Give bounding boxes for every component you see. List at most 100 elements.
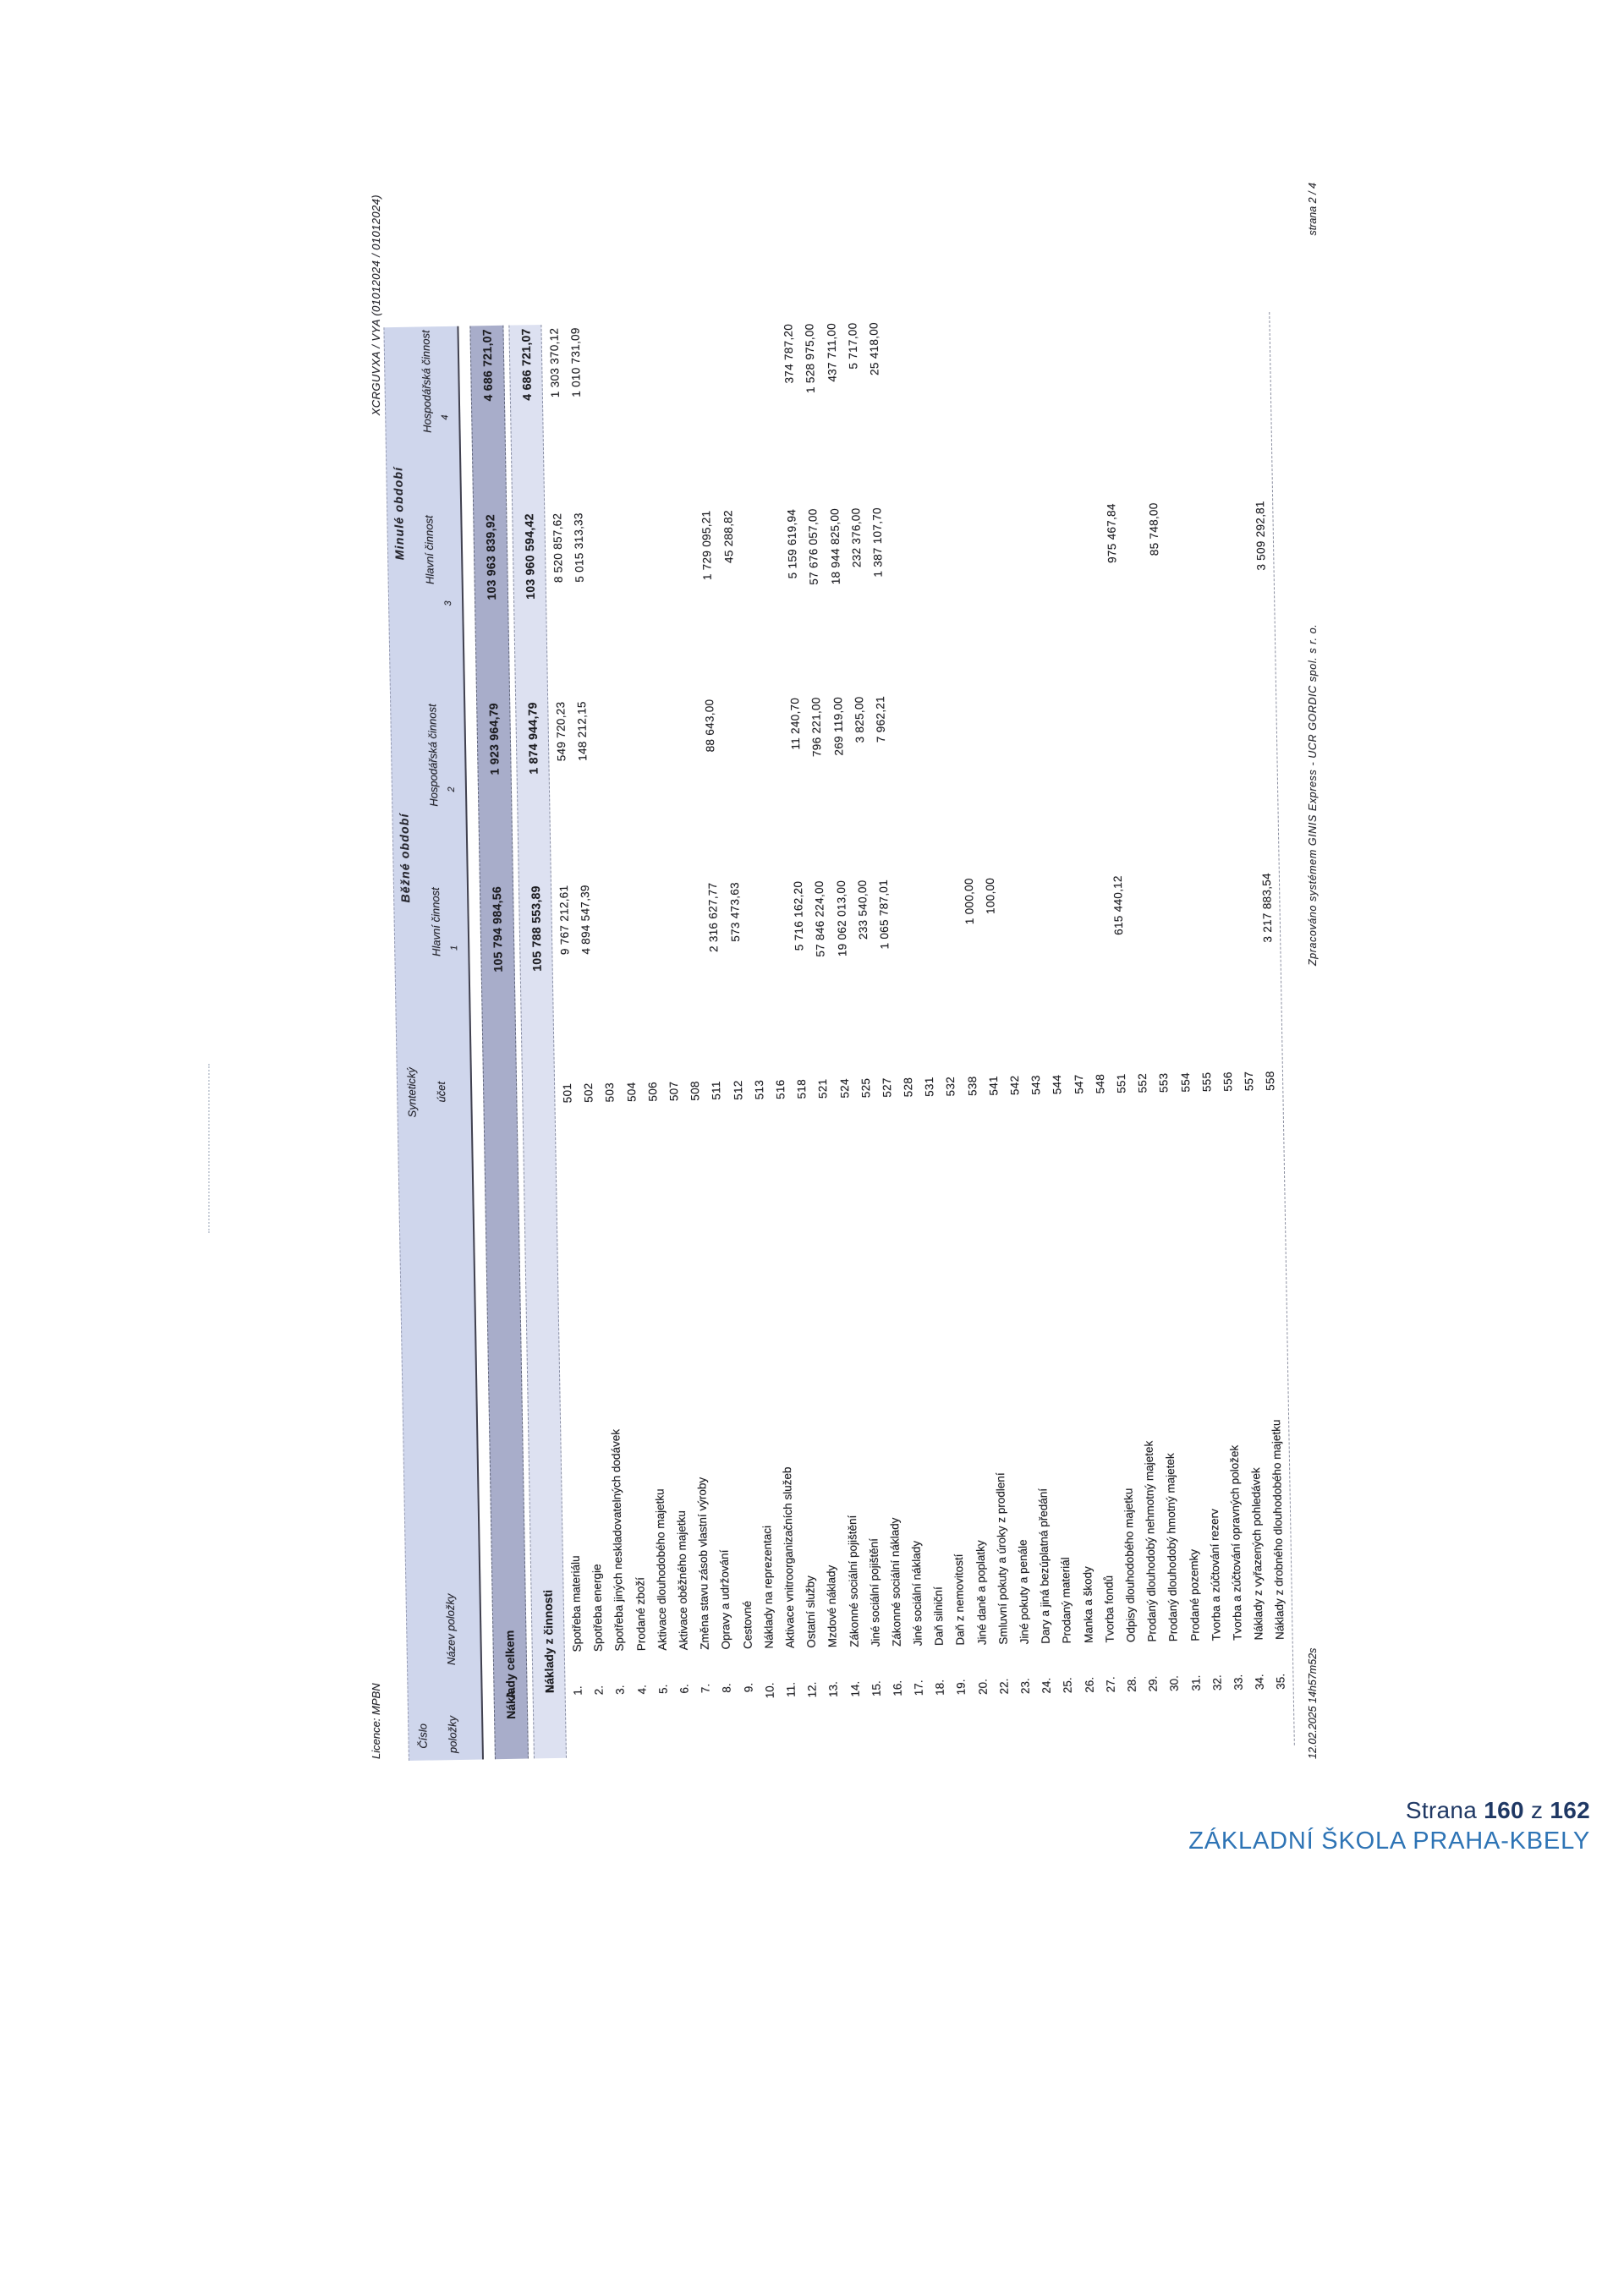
cell-value-previous-main: 8 520 857,62 <box>551 512 565 584</box>
cell-account-number: 541 <box>986 1075 1001 1096</box>
cell-value-previous-main <box>1089 497 1093 688</box>
cell-item-name: Náklady celkem <box>502 1630 518 1720</box>
cell-value-previous-econ <box>980 317 984 499</box>
cell-value-current-main <box>1075 869 1078 1005</box>
cell-account-number: 518 <box>795 1078 809 1099</box>
cell-item-number: 33. <box>1232 1674 1245 1690</box>
cell-value-previous-main <box>1196 496 1199 686</box>
cell-account-number: 511 <box>710 1081 723 1100</box>
cell-value-previous-main <box>1068 497 1072 688</box>
cell-item-number: 30. <box>1167 1675 1182 1692</box>
cell-value-current-econ: 148 212,15 <box>575 701 590 761</box>
cell-item-number: 27. <box>1104 1676 1117 1693</box>
cell-value-previous-econ <box>703 322 706 504</box>
cell-value-current-econ <box>752 693 755 875</box>
cell-value-current-econ <box>1093 688 1096 869</box>
cell-value-previous-main: 85 748,00 <box>1147 502 1161 556</box>
cell-value-current-main: 105 794 984,56 <box>489 885 505 973</box>
cell-value-current-econ: 7 962,21 <box>874 695 887 743</box>
cell-account-number: 556 <box>1221 1071 1235 1092</box>
cell-value-previous-econ: 1 010 731,09 <box>568 327 584 397</box>
scan-artifact-line <box>208 1064 210 1233</box>
cell-account-number: 506 <box>645 1081 660 1102</box>
cell-item-number: 19. <box>954 1679 968 1696</box>
cell-value-current-main <box>1054 870 1056 1006</box>
cell-value-current-main <box>692 876 694 1011</box>
cell-value-current-econ: 3 825,00 <box>852 696 866 743</box>
cell-value-previous-econ <box>937 318 941 500</box>
cell-value-current-econ: 269 119,00 <box>831 696 845 756</box>
cell-value-current-main: 1 065 787,01 <box>876 879 892 950</box>
cell-value-current-econ: 796 221,00 <box>809 697 824 758</box>
cell-value-previous-econ <box>958 317 962 499</box>
cell-value-previous-main <box>771 502 774 693</box>
cell-item-number: 6. <box>678 1684 691 1694</box>
cell-value-previous-main <box>1217 495 1221 685</box>
cell-account-number: 513 <box>752 1079 766 1100</box>
cell-item-number: 15. <box>870 1680 883 1697</box>
cell-value-previous-main <box>600 506 603 696</box>
cell-value-current-main: 105 788 553,89 <box>528 885 544 972</box>
organization-name: ZÁKLADNÍ ŠKOLA PRAHA-KBELY <box>1188 1827 1590 1855</box>
cell-value-current-econ <box>1157 686 1160 868</box>
cell-value-previous-econ <box>1257 312 1260 494</box>
header-hlavni-cinnost-1: Hlavní činnost <box>428 887 443 957</box>
cell-account-number <box>537 1014 540 1141</box>
cell-value-current-main <box>1032 870 1034 1006</box>
cell-value-current-main <box>670 876 672 1011</box>
cell-value-current-main: 615 440,12 <box>1111 875 1126 935</box>
cell-value-previous-main: 5 159 619,94 <box>785 508 799 579</box>
cell-value-current-main: 2 316 627,77 <box>706 882 721 953</box>
cell-value-previous-econ: 25 418,00 <box>867 322 881 376</box>
cell-value-current-main: 100,00 <box>983 877 997 915</box>
rotated-scan-sheet: Licence: MPBN XCRGUVXA / VYA (01012024 /… <box>370 183 1342 1761</box>
page-number: 160 <box>1484 1797 1524 1823</box>
cell-value-previous-econ <box>1193 314 1196 496</box>
cell-value-previous-econ: 4 686 721,07 <box>518 328 534 401</box>
cell-value-previous-main <box>664 505 667 695</box>
cell-value-previous-main <box>685 504 689 694</box>
cell-value-current-econ <box>689 694 692 876</box>
header-col-num-3: 3 <box>443 600 454 606</box>
cell-item-number: 32. <box>1210 1674 1224 1691</box>
cell-value-current-econ <box>1029 688 1033 870</box>
cell-value-previous-econ <box>1044 316 1047 498</box>
cell-value-previous-econ <box>682 322 685 504</box>
cell-account-number: 512 <box>731 1080 745 1100</box>
page-counter: Strana 160 z 162 <box>1188 1797 1590 1824</box>
cell-item-number: 3. <box>613 1685 628 1696</box>
cell-item-number: 22. <box>997 1678 1011 1695</box>
cell-value-current-main <box>776 874 779 1010</box>
header-hlavni-cinnost-3: Hlavní činnost <box>422 515 436 585</box>
cell-item-number: 11. <box>784 1681 798 1697</box>
cell-item-number: 9. <box>742 1682 755 1693</box>
cell-item-number: 35. <box>1274 1673 1287 1690</box>
report-table: Číslo položky Název položky Syntetický ú… <box>383 311 1296 1761</box>
cell-item-number: 24. <box>1040 1677 1053 1694</box>
header-nazev: Název položky <box>443 1593 458 1666</box>
cell-value-current-main: 233 540,00 <box>855 879 870 940</box>
cell-account-number: 543 <box>1029 1075 1043 1095</box>
cell-value-previous-main <box>1239 495 1243 685</box>
cell-item-number: 8. <box>720 1683 734 1693</box>
cell-value-current-econ <box>1051 688 1054 870</box>
cell-value-previous-main <box>919 500 923 690</box>
cell-value-current-econ <box>1221 685 1224 867</box>
cell-value-previous-econ <box>746 321 749 503</box>
cell-account-number: 527 <box>880 1077 894 1098</box>
cell-value-previous-main <box>1026 498 1029 688</box>
cell-value-previous-main: 5 015 313,33 <box>572 512 586 583</box>
cell-value-previous-econ <box>596 324 600 506</box>
cell-value-previous-econ <box>661 323 664 505</box>
cell-value-previous-econ <box>1087 315 1090 497</box>
cell-value-current-main <box>1160 868 1163 1003</box>
cell-value-previous-econ <box>1001 317 1005 499</box>
cell-value-previous-main <box>1047 498 1051 688</box>
cell-value-current-econ <box>923 690 926 872</box>
cell-account-number: 508 <box>689 1081 702 1101</box>
cell-account-number: 544 <box>1051 1074 1064 1095</box>
cell-item-name: Náklady z drobného dlouhodobého majetku <box>1270 1419 1287 1641</box>
cell-value-current-main <box>1096 869 1099 1005</box>
header-cislo-2: položky <box>446 1715 459 1754</box>
cell-value-current-econ <box>902 691 905 873</box>
